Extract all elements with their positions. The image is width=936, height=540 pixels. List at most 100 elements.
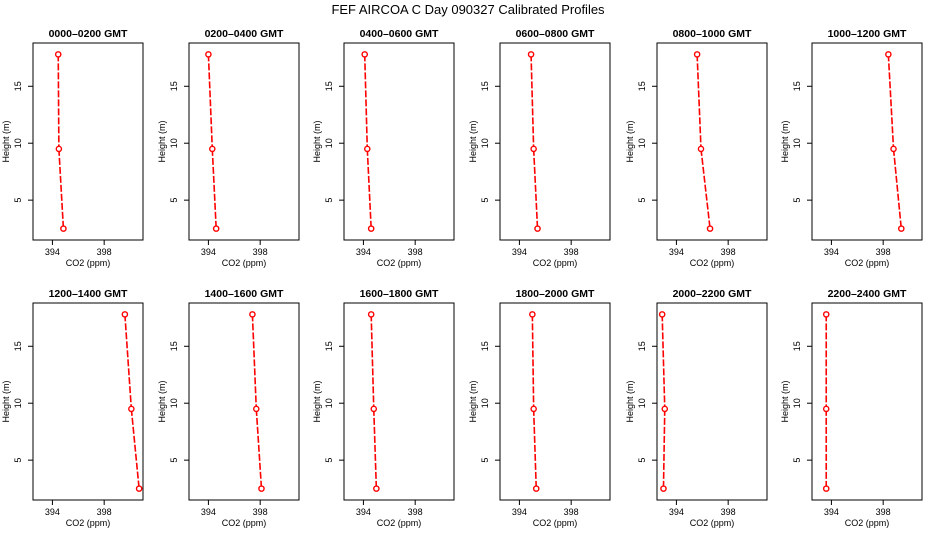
x-tick-label: 394 bbox=[512, 247, 527, 257]
data-point bbox=[258, 485, 265, 492]
y-tick-label: 5 bbox=[324, 198, 334, 203]
y-tick-label: 5 bbox=[792, 198, 802, 203]
y-tick-label: 15 bbox=[480, 81, 490, 91]
data-point bbox=[697, 145, 705, 153]
y-tick-label: 5 bbox=[637, 198, 647, 203]
data-point bbox=[370, 405, 378, 413]
data-point bbox=[60, 225, 67, 232]
x-tick-label: 398 bbox=[97, 247, 112, 257]
y-tick-label: 15 bbox=[637, 81, 647, 91]
profile-line-segment bbox=[57, 54, 60, 149]
y-tick-label: 5 bbox=[480, 198, 490, 203]
data-point bbox=[532, 485, 540, 492]
y-axis-label: Height (m) bbox=[312, 380, 322, 422]
plot-frame bbox=[499, 42, 611, 241]
plot-frame bbox=[811, 42, 923, 241]
y-tick-label: 5 bbox=[324, 458, 334, 463]
panel-title: 0200–0400 GMT bbox=[205, 28, 284, 40]
y-tick-label: 15 bbox=[324, 341, 334, 351]
y-tick-label: 10 bbox=[792, 398, 802, 408]
plot-frame bbox=[811, 302, 923, 501]
y-tick-label: 10 bbox=[324, 138, 334, 148]
profile-line-segment bbox=[370, 314, 375, 409]
data-point bbox=[885, 51, 892, 58]
x-tick-label: 398 bbox=[876, 247, 891, 257]
y-axis-label: Height (m) bbox=[157, 120, 167, 162]
x-axis-label: CO2 (ppm) bbox=[533, 258, 578, 268]
x-tick-label: 398 bbox=[564, 247, 579, 257]
data-point bbox=[822, 311, 830, 318]
profile-line-segment bbox=[58, 148, 65, 229]
panel-title: 1400–1600 GMT bbox=[205, 288, 284, 300]
y-tick-label: 10 bbox=[169, 138, 179, 148]
data-point bbox=[660, 485, 667, 492]
x-tick-label: 394 bbox=[669, 247, 684, 257]
x-tick-label: 398 bbox=[253, 247, 268, 257]
x-tick-label: 398 bbox=[97, 507, 112, 517]
y-tick-label: 5 bbox=[13, 198, 23, 203]
y-tick-label: 15 bbox=[169, 81, 179, 91]
data-point bbox=[135, 485, 143, 492]
panel-title: 0400–0600 GMT bbox=[360, 28, 439, 40]
y-tick-label: 5 bbox=[169, 198, 179, 203]
y-tick-label: 15 bbox=[169, 341, 179, 351]
x-axis-label: CO2 (ppm) bbox=[533, 518, 578, 528]
y-axis-label: Height (m) bbox=[780, 380, 790, 422]
y-axis-label: Height (m) bbox=[157, 380, 167, 422]
profile-line-segment bbox=[700, 148, 711, 229]
plot-frame bbox=[32, 42, 144, 241]
y-tick-label: 10 bbox=[792, 138, 802, 148]
panel-title: 1800–2000 GMT bbox=[516, 288, 595, 300]
plot-frame bbox=[188, 42, 300, 241]
y-tick-label: 10 bbox=[480, 138, 490, 148]
profile-line-segment bbox=[696, 54, 702, 149]
y-axis-label: Height (m) bbox=[1, 380, 11, 422]
data-point bbox=[373, 485, 380, 492]
plot-frame bbox=[343, 302, 455, 501]
profile-line-segment bbox=[130, 408, 140, 489]
y-tick-label: 5 bbox=[169, 458, 179, 463]
y-axis-label: Height (m) bbox=[625, 380, 635, 422]
data-point bbox=[534, 225, 541, 232]
x-axis-label: CO2 (ppm) bbox=[690, 518, 735, 528]
data-point bbox=[252, 405, 260, 413]
data-point bbox=[822, 405, 830, 413]
data-point bbox=[249, 311, 256, 318]
y-tick-label: 5 bbox=[480, 458, 490, 463]
x-tick-label: 398 bbox=[876, 507, 891, 517]
plot-frame bbox=[343, 42, 455, 241]
x-tick-label: 398 bbox=[564, 507, 579, 517]
profile-line-segment bbox=[124, 314, 133, 409]
x-tick-label: 394 bbox=[824, 507, 839, 517]
panel-title: 2000–2200 GMT bbox=[673, 288, 752, 300]
x-tick-label: 394 bbox=[45, 507, 60, 517]
y-tick-label: 10 bbox=[480, 398, 490, 408]
plot-frame bbox=[188, 302, 300, 501]
data-point bbox=[55, 145, 63, 153]
data-point bbox=[822, 485, 830, 492]
y-tick-label: 5 bbox=[792, 458, 802, 463]
data-point bbox=[54, 51, 62, 58]
profile-line-segment bbox=[661, 314, 666, 409]
y-tick-label: 15 bbox=[637, 341, 647, 351]
data-point bbox=[367, 311, 375, 318]
panel-title: 1200–1400 GMT bbox=[49, 288, 128, 300]
x-axis-label: CO2 (ppm) bbox=[690, 258, 735, 268]
x-tick-label: 394 bbox=[669, 507, 684, 517]
profile-line-segment bbox=[363, 54, 369, 149]
data-point bbox=[530, 145, 537, 153]
y-tick-label: 5 bbox=[637, 458, 647, 463]
x-tick-label: 394 bbox=[512, 507, 527, 517]
x-tick-label: 394 bbox=[201, 507, 216, 517]
profile-line-segment bbox=[211, 148, 217, 229]
plot-frame bbox=[32, 302, 144, 501]
plot-frame bbox=[656, 42, 768, 241]
y-axis-label: Height (m) bbox=[468, 380, 478, 422]
